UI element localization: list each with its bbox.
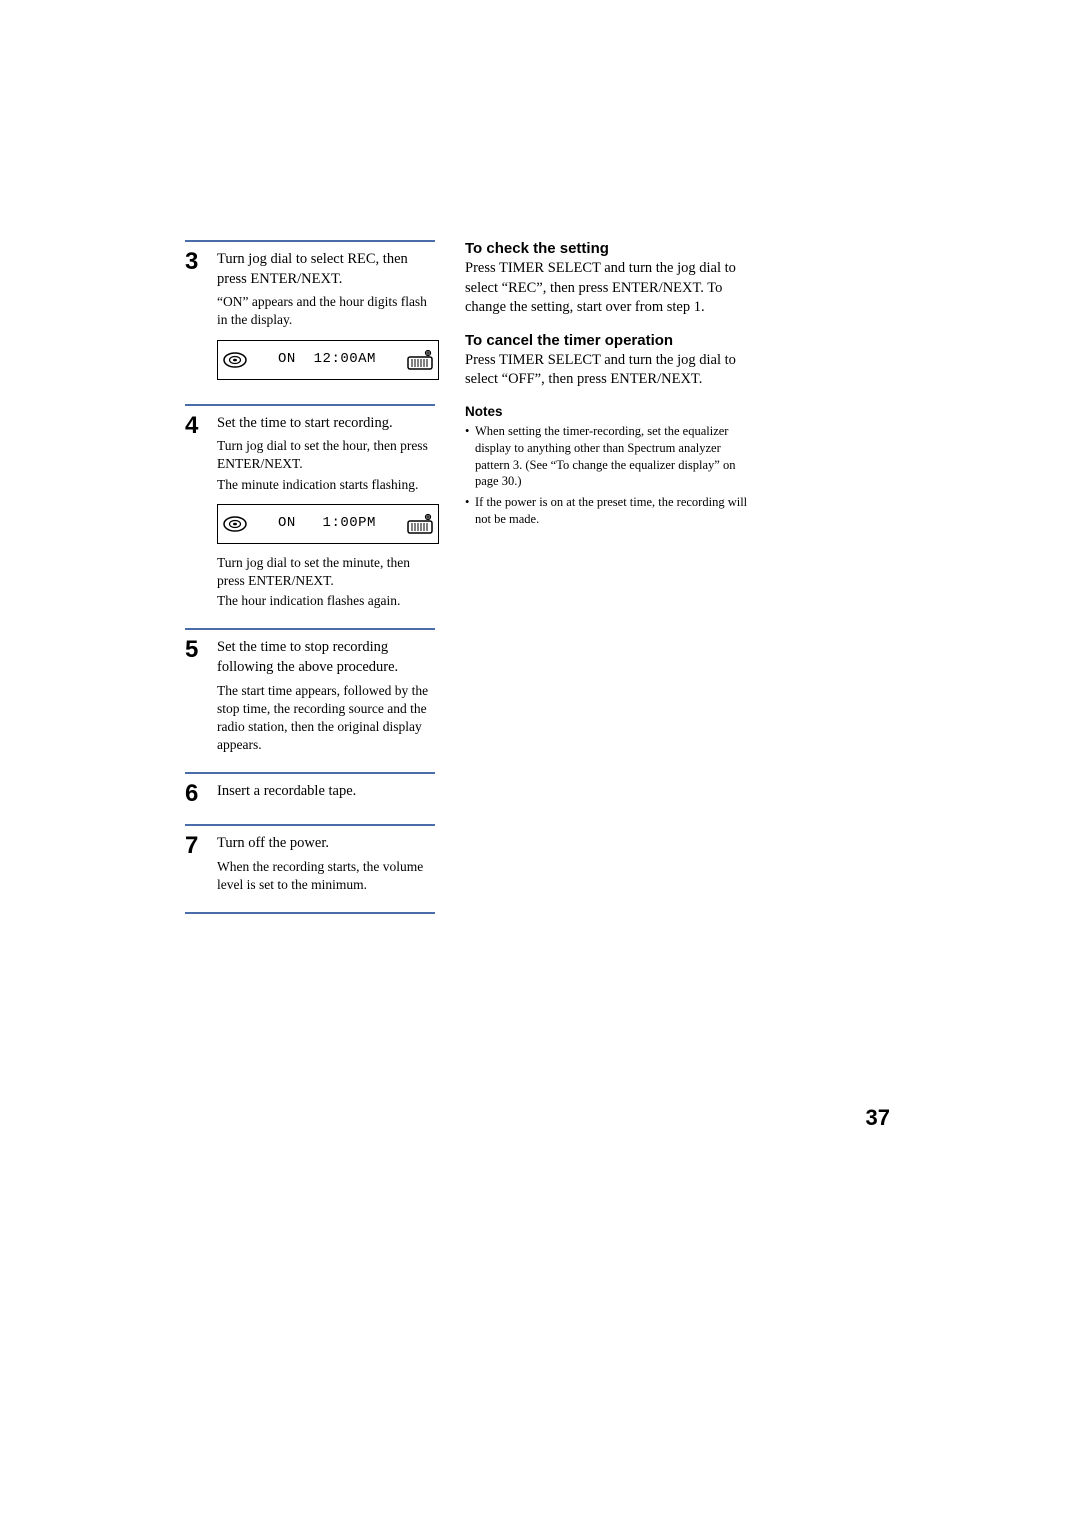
step-6: 6 Insert a recordable tape.	[185, 772, 435, 806]
note-item: If the power is on at the preset time, t…	[465, 494, 755, 528]
page-content: 3 Turn jog dial to select REC, then pres…	[185, 240, 905, 914]
cassette-icon	[406, 349, 434, 371]
left-column: 3 Turn jog dial to select REC, then pres…	[185, 240, 435, 914]
step-lead: Set the time to start recording.	[217, 414, 439, 434]
step-sub2a: Turn jog dial to set the minute, then pr…	[217, 554, 439, 590]
step-sub2b: The hour indication flashes again.	[217, 592, 439, 610]
end-rule	[185, 912, 435, 914]
step-sub: The start time appears, followed by the …	[217, 682, 435, 755]
cancel-para: Press TIMER SELECT and turn the jog dial…	[465, 351, 755, 390]
page-number: 37	[866, 1105, 890, 1131]
cassette-icon	[406, 513, 434, 535]
check-para: Press TIMER SELECT and turn the jog dial…	[465, 259, 755, 318]
step-sub: Turn jog dial to set the hour, then pres…	[217, 437, 439, 473]
step-number: 3	[185, 250, 207, 386]
step-lead: Turn off the power.	[217, 834, 435, 854]
lcd-text: ON 12:00AM	[254, 350, 400, 369]
lcd-display: ON 12:00AM	[217, 340, 439, 380]
step-number: 6	[185, 782, 207, 806]
step-sub: “ON” appears and the hour digits flash i…	[217, 293, 439, 329]
lcd-display: ON 1:00PM	[217, 504, 439, 544]
disc-icon	[222, 351, 248, 369]
step-sub-b: The minute indication starts flashing.	[217, 476, 439, 494]
step-number: 5	[185, 638, 207, 754]
step-number: 4	[185, 414, 207, 611]
step-lead: Turn jog dial to select REC, then press …	[217, 250, 439, 289]
step-7: 7 Turn off the power. When the recording…	[185, 824, 435, 894]
step-sub: When the recording starts, the volume le…	[217, 858, 435, 894]
step-4: 4 Set the time to start recording. Turn …	[185, 404, 435, 611]
notes-list: When setting the timer-recording, set th…	[465, 423, 755, 528]
lcd-text: ON 1:00PM	[254, 514, 400, 533]
note-item: When setting the timer-recording, set th…	[465, 423, 755, 491]
step-3: 3 Turn jog dial to select REC, then pres…	[185, 240, 435, 386]
disc-icon	[222, 515, 248, 533]
check-heading: To check the setting	[465, 240, 755, 257]
cancel-heading: To cancel the timer operation	[465, 332, 755, 349]
step-number: 7	[185, 834, 207, 894]
notes-heading: Notes	[465, 404, 755, 419]
step-lead: Insert a recordable tape.	[217, 782, 435, 802]
step-lead: Set the time to stop recording following…	[217, 638, 435, 677]
right-column: To check the setting Press TIMER SELECT …	[465, 240, 755, 914]
step-5: 5 Set the time to stop recording followi…	[185, 628, 435, 754]
